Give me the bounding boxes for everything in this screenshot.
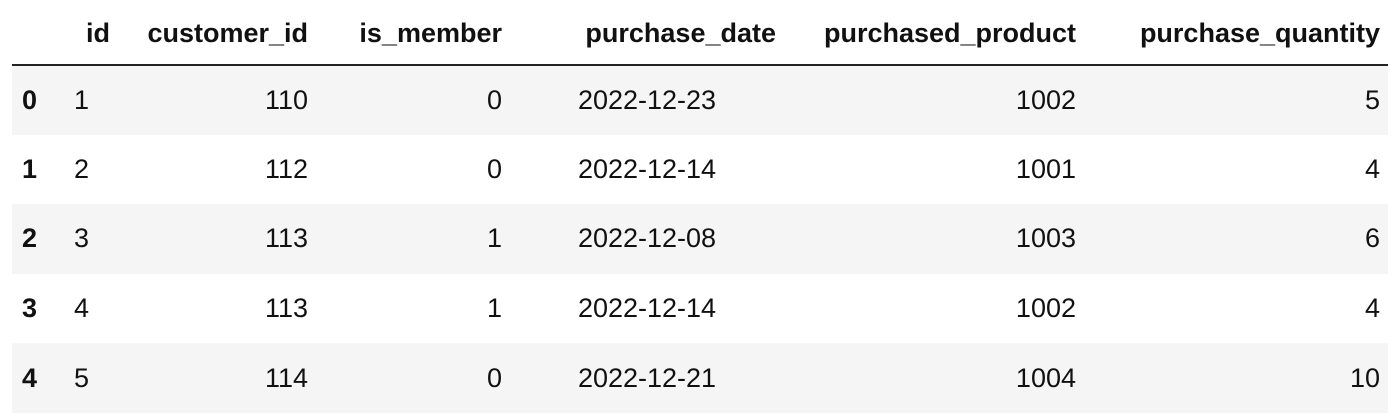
column-header-id: id [66,0,118,66]
cell-id: 4 [74,293,90,324]
row-index: 3 [22,293,38,324]
cell-purchase-date: 2022-12-08 [577,223,717,254]
table-row: 4 5 114 0 2022-12-21 1004 10 [12,343,1388,413]
column-header-is-member: is_member [316,0,510,66]
header-row: id customer_id is_member purchase_date p… [12,0,1388,66]
row-index: 0 [22,84,38,115]
cell-purchased-product: 1004 [1015,362,1076,393]
cell-purchase-quantity: 4 [1364,153,1380,184]
cell-purchase-quantity: 6 [1364,223,1380,254]
table-row: 3 4 113 1 2022-12-14 1002 4 [12,273,1388,344]
cell-customer-id: 114 [264,362,308,393]
table-row: 1 2 112 0 2022-12-14 1001 4 [12,134,1388,205]
cell-purchased-product: 1003 [1015,223,1076,254]
index-header-blank [12,0,66,66]
cell-is-member: 0 [486,84,502,115]
cell-purchase-quantity: 4 [1364,293,1380,324]
cell-id: 3 [74,223,90,254]
cell-purchase-quantity: 10 [1349,362,1380,393]
cell-id: 5 [74,362,90,393]
cell-is-member: 1 [486,293,502,324]
table-row: 2 3 113 1 2022-12-08 1003 6 [12,204,1388,274]
column-header-purchase-quantity: purchase_quantity [1084,0,1388,66]
cell-purchased-product: 1002 [1015,293,1076,324]
cell-purchase-date: 2022-12-14 [577,293,717,324]
cell-purchased-product: 1002 [1015,84,1076,115]
dataframe-table: id customer_id is_member purchase_date p… [12,0,1388,413]
row-index: 4 [22,362,38,393]
cell-is-member: 0 [486,153,502,184]
cell-purchase-quantity: 5 [1364,84,1380,115]
cell-customer-id: 112 [264,153,308,184]
table-body: 0 1 110 0 2022-12-23 1002 5 1 2 112 0 20… [12,65,1388,413]
cell-purchase-date: 2022-12-14 [577,153,717,184]
cell-customer-id: 110 [264,84,308,115]
cell-id: 1 [74,84,90,115]
cell-customer-id: 113 [264,223,308,254]
column-header-customer-id: customer_id [118,0,316,66]
cell-purchase-date: 2022-12-21 [577,362,717,393]
cell-customer-id: 113 [264,293,308,324]
cell-purchased-product: 1001 [1015,153,1076,184]
column-header-purchase-date: purchase_date [510,0,784,66]
cell-is-member: 1 [486,223,502,254]
table-row: 0 1 110 0 2022-12-23 1002 5 [12,65,1388,135]
cell-is-member: 0 [486,362,502,393]
cell-id: 2 [74,153,90,184]
cell-purchase-date: 2022-12-23 [577,84,717,115]
table-header: id customer_id is_member purchase_date p… [12,0,1388,66]
row-index: 1 [22,153,38,184]
column-header-purchased-product: purchased_product [784,0,1084,66]
row-index: 2 [22,223,38,254]
